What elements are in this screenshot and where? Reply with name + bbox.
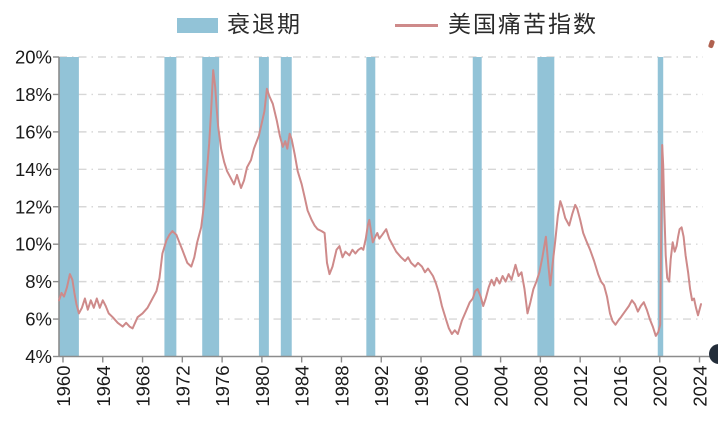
x-tick-label: 1980 bbox=[252, 366, 273, 407]
y-tick-label: 18% bbox=[15, 84, 52, 105]
recession-band bbox=[258, 57, 269, 357]
recession-band-swatch bbox=[177, 18, 218, 33]
misery-index-line bbox=[58, 69, 702, 337]
x-tick-label: 1992 bbox=[371, 366, 392, 407]
legend-item-recession: 衰退期 bbox=[177, 14, 302, 37]
recession-band bbox=[164, 57, 177, 357]
x-tick-label: 1984 bbox=[292, 366, 313, 407]
legend-item-misery-index: 美国痛苦指数 bbox=[395, 14, 598, 37]
recession-band bbox=[472, 57, 482, 357]
misery-index-line-swatch bbox=[395, 24, 438, 27]
recession-band bbox=[657, 57, 664, 357]
x-tick-label: 1996 bbox=[411, 366, 432, 407]
y-tick-label: 8% bbox=[25, 271, 52, 292]
y-tick-label: 4% bbox=[25, 346, 52, 367]
cropped-bullet-artifact bbox=[709, 344, 718, 364]
y-tick-label: 14% bbox=[15, 159, 52, 180]
x-tick-label: 2008 bbox=[530, 366, 551, 407]
x-tick-label: 2024 bbox=[690, 366, 711, 407]
x-tick-label: 1960 bbox=[53, 366, 74, 407]
y-tick-label: 10% bbox=[15, 234, 52, 255]
recession-band bbox=[366, 57, 376, 357]
x-tick-label: 2016 bbox=[610, 366, 631, 407]
y-tick-label: 6% bbox=[25, 309, 52, 330]
x-tick-label: 1968 bbox=[133, 366, 154, 407]
x-tick-label: 1976 bbox=[212, 366, 233, 407]
x-tick-label: 2012 bbox=[570, 366, 591, 407]
recession-band bbox=[59, 57, 79, 357]
y-tick-label: 12% bbox=[15, 196, 52, 217]
legend-misery-index-label: 美国痛苦指数 bbox=[448, 12, 598, 38]
x-tick-label: 1964 bbox=[93, 366, 114, 407]
x-tick-label: 2020 bbox=[650, 366, 671, 407]
legend-recession-label: 衰退期 bbox=[227, 12, 302, 38]
x-tick-label: 1988 bbox=[331, 366, 352, 407]
recession-band bbox=[280, 57, 292, 357]
recession-band bbox=[202, 57, 220, 357]
x-tick-label: 1972 bbox=[172, 366, 193, 407]
x-tick-label: 2004 bbox=[491, 365, 512, 406]
recession-band bbox=[537, 57, 555, 357]
x-tick-label: 2000 bbox=[451, 366, 472, 407]
y-tick-label: 16% bbox=[15, 121, 52, 142]
y-tick-label: 20% bbox=[15, 47, 52, 68]
legend: 衰退期 美国痛苦指数 bbox=[0, 0, 718, 46]
